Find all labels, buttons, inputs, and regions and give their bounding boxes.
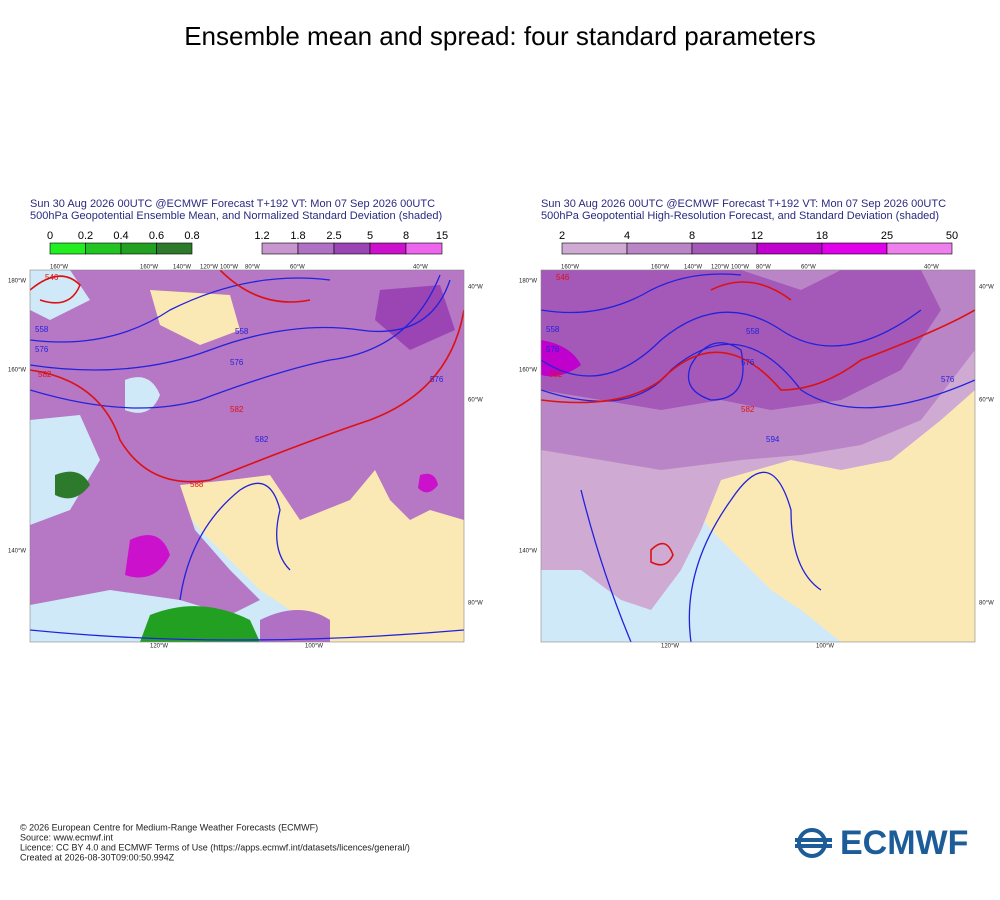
contour-label: 582 [255, 435, 269, 444]
panel-header: Sun 30 Aug 2026 00UTC @ECMWF Forecast T+… [30, 198, 435, 210]
longitude-label: 40°W [924, 265, 939, 271]
colorbar-label: 4 [624, 230, 630, 242]
logo-symbol [795, 828, 832, 858]
colorbar-label: 25 [881, 230, 893, 242]
longitude-label: 100°W [305, 644, 323, 650]
colorbar-label: 2.5 [326, 230, 341, 242]
longitude-label: 60°W [290, 265, 305, 271]
colorbar-box [49, 242, 86, 255]
footer-line: Source: www.ecmwf.int [20, 832, 114, 842]
latitude-label: 40°W [979, 285, 994, 291]
contour-label: 594 [766, 435, 780, 444]
colorbar-label: 2 [559, 230, 565, 242]
latitude-label: 140°W [8, 549, 26, 555]
panel-header: Sun 30 Aug 2026 00UTC @ECMWF Forecast T+… [541, 198, 946, 210]
colorbar-label: 18 [816, 230, 828, 242]
longitude-label: 120°W [661, 644, 679, 650]
longitude-label: 100°W [816, 644, 834, 650]
colorbar-box [85, 242, 122, 255]
colorbar-box [561, 242, 628, 255]
longitude-label: 140°W [173, 265, 191, 271]
colorbar-box [369, 242, 407, 255]
contour-label: 576 [741, 358, 755, 367]
latitude-label: 80°W [979, 601, 994, 607]
contour-label: 546 [45, 273, 59, 282]
map-left [29, 269, 465, 643]
map-right [540, 269, 976, 643]
colorbar-label: 50 [946, 230, 958, 242]
longitude-label: 160°W [561, 265, 579, 271]
colorbar-box [156, 242, 193, 255]
latitude-label: 160°W [8, 368, 26, 374]
panel-header: 500hPa Geopotential Ensemble Mean, and N… [30, 210, 442, 222]
latitude-label: 60°W [468, 398, 483, 404]
latitude-label: 180°W [519, 279, 537, 285]
colorbar-label: 1.8 [290, 230, 305, 242]
contour-label: 582 [230, 405, 244, 414]
contour-label: 582 [38, 370, 52, 379]
panel-header: 500hPa Geopotential High-Resolution Fore… [541, 210, 939, 222]
colorbar-label: 8 [403, 230, 409, 242]
contour-label: 546 [556, 273, 570, 282]
contour-label: 558 [546, 325, 560, 334]
latitude-label: 140°W [519, 549, 537, 555]
colorbar-box [886, 242, 953, 255]
contour-label: 576 [35, 345, 49, 354]
page-title: Ensemble mean and spread: four standard … [184, 21, 816, 51]
contour-label: 576 [546, 345, 560, 354]
latitude-label: 40°W [468, 285, 483, 291]
colorbar-box [626, 242, 693, 255]
contour-label: 588 [190, 480, 204, 489]
contour-label: 558 [35, 325, 49, 334]
footer-line: Licence: CC BY 4.0 and ECMWF Terms of Us… [20, 842, 410, 852]
latitude-label: 180°W [8, 279, 26, 285]
longitude-label: 60°W [801, 265, 816, 271]
longitude-label: 80°W [756, 265, 771, 271]
longitude-label: 160°W [50, 265, 68, 271]
contour-label: 576 [941, 375, 955, 384]
contour-label: 582 [549, 370, 563, 379]
longitude-label: 140°W [684, 265, 702, 271]
footer-line: Created at 2026-08-30T09:00:50.994Z [20, 852, 175, 862]
contour-label: 576 [430, 375, 444, 384]
longitude-label: 160°W [651, 265, 669, 271]
contour-label: 558 [235, 327, 249, 336]
colorbar-label: 0.2 [78, 230, 93, 242]
colorbar-box [691, 242, 758, 255]
colorbar-label: 0.8 [184, 230, 199, 242]
longitude-label: 120°W [200, 265, 218, 271]
longitude-label: 100°W [731, 265, 749, 271]
colorbar-label: 8 [689, 230, 695, 242]
latitude-label: 80°W [468, 601, 483, 607]
colorbar-label: 0.6 [149, 230, 164, 242]
colorbar-label: 0 [47, 230, 53, 242]
colorbar-box [297, 242, 335, 255]
colorbar-label: 15 [436, 230, 448, 242]
colorbar-label: 5 [367, 230, 373, 242]
contour-label: 558 [746, 327, 760, 336]
longitude-label: 120°W [711, 265, 729, 271]
longitude-label: 40°W [413, 265, 428, 271]
colorbar-label: 12 [751, 230, 763, 242]
colorbar-box [333, 242, 371, 255]
contour-label: 582 [741, 405, 755, 414]
colorbar-box [756, 242, 823, 255]
latitude-label: 160°W [519, 368, 537, 374]
latitude-label: 60°W [979, 398, 994, 404]
colorbar-box [261, 242, 299, 255]
colorbar-box [120, 242, 157, 255]
footer-line: © 2026 European Centre for Medium-Range … [20, 822, 318, 832]
colorbar-label: 1.2 [254, 230, 269, 242]
longitude-label: 100°W [220, 265, 238, 271]
longitude-label: 160°W [140, 265, 158, 271]
contour-label: 576 [230, 358, 244, 367]
longitude-label: 80°W [245, 265, 260, 271]
logo-text: ECMWF [840, 824, 968, 862]
longitude-label: 120°W [150, 644, 168, 650]
colorbar-label: 0.4 [113, 230, 128, 242]
colorbar-box [821, 242, 888, 255]
colorbar-box [405, 242, 443, 255]
